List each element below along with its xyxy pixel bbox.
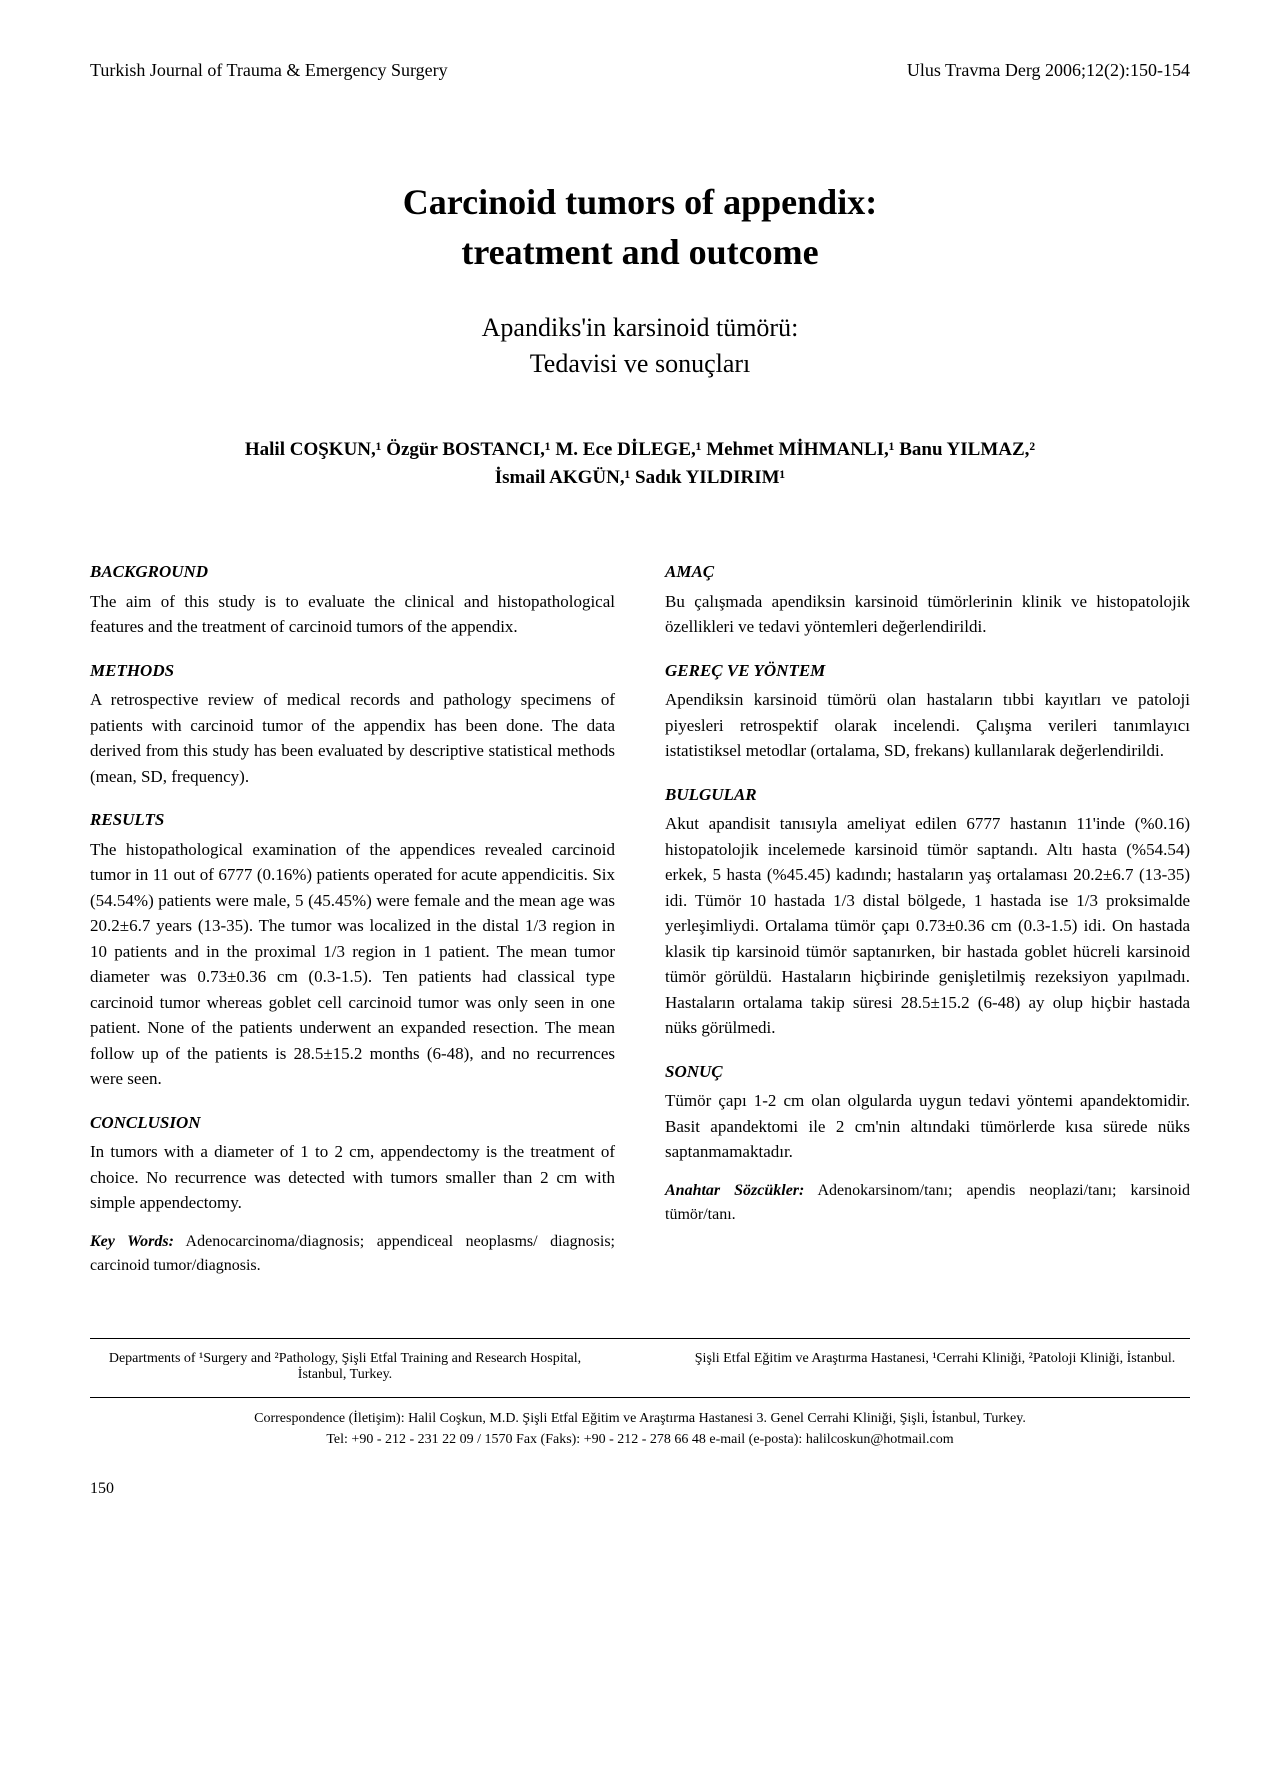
affiliation-turkish: Şişli Etfal Eğitim ve Araştırma Hastanes… bbox=[640, 1351, 1190, 1383]
affiliation-separator bbox=[90, 1338, 1190, 1339]
abstract-turkish: AMAÇ Bu çalışmada apendiksin karsinoid t… bbox=[665, 559, 1190, 1278]
background-text-en: The aim of this study is to evaluate the… bbox=[90, 589, 615, 640]
correspondence-line2: Tel: +90 - 212 - 231 22 09 / 1570 Fax (F… bbox=[90, 1429, 1190, 1450]
authors-line1: Halil COŞKUN,¹ Özgür BOSTANCI,¹ M. Ece D… bbox=[90, 439, 1190, 461]
methods-heading-tr: GEREÇ VE YÖNTEM bbox=[665, 658, 1190, 684]
journal-citation: Ulus Travma Derg 2006;12(2):150-154 bbox=[907, 60, 1190, 81]
results-text-tr: Akut apandisit tanısıyla ameliyat edilen… bbox=[665, 811, 1190, 1041]
correspondence-separator bbox=[90, 1397, 1190, 1398]
conclusion-heading-tr: SONUÇ bbox=[665, 1059, 1190, 1085]
abstract-columns: BACKGROUND The aim of this study is to e… bbox=[90, 559, 1190, 1278]
background-heading-en: BACKGROUND bbox=[90, 559, 615, 585]
keywords-label-tr: Anahtar Sözcükler: bbox=[665, 1182, 804, 1199]
article-subtitle-line2: Tedavisi ve sonuçları bbox=[90, 349, 1190, 379]
journal-name: Turkish Journal of Trauma & Emergency Su… bbox=[90, 60, 448, 81]
keywords-en: Key Words: Adenocarcinoma/diagnosis; app… bbox=[90, 1230, 615, 1278]
background-text-tr: Bu çalışmada apendiksin karsinoid tümörl… bbox=[665, 589, 1190, 640]
background-heading-tr: AMAÇ bbox=[665, 559, 1190, 585]
abstract-english: BACKGROUND The aim of this study is to e… bbox=[90, 559, 615, 1278]
conclusion-text-tr: Tümör çapı 1-2 cm olan olgularda uygun t… bbox=[665, 1088, 1190, 1165]
article-subtitle-line1: Apandiks'in karsinoid tümörü: bbox=[90, 313, 1190, 343]
conclusion-heading-en: CONCLUSION bbox=[90, 1110, 615, 1136]
keywords-label-en: Key Words: bbox=[90, 1233, 174, 1250]
article-title-line1: Carcinoid tumors of appendix: bbox=[90, 181, 1190, 223]
authors-line2: İsmail AKGÜN,¹ Sadık YILDIRIM¹ bbox=[90, 467, 1190, 489]
results-heading-tr: BULGULAR bbox=[665, 782, 1190, 808]
correspondence: Correspondence (İletişim): Halil Coşkun,… bbox=[90, 1408, 1190, 1450]
article-title-line2: treatment and outcome bbox=[90, 231, 1190, 273]
conclusion-text-en: In tumors with a diameter of 1 to 2 cm, … bbox=[90, 1139, 615, 1216]
results-heading-en: RESULTS bbox=[90, 807, 615, 833]
correspondence-line1: Correspondence (İletişim): Halil Coşkun,… bbox=[90, 1408, 1190, 1429]
methods-text-en: A retrospective review of medical record… bbox=[90, 687, 615, 789]
affiliations: Departments of ¹Surgery and ²Pathology, … bbox=[90, 1351, 1190, 1383]
methods-heading-en: METHODS bbox=[90, 658, 615, 684]
keywords-tr: Anahtar Sözcükler: Adenokarsinom/tanı; a… bbox=[665, 1179, 1190, 1227]
page-number: 150 bbox=[90, 1480, 1190, 1498]
affiliation-english: Departments of ¹Surgery and ²Pathology, … bbox=[90, 1351, 640, 1383]
methods-text-tr: Apendiksin karsinoid tümörü olan hastala… bbox=[665, 687, 1190, 764]
results-text-en: The histopathological examination of the… bbox=[90, 837, 615, 1092]
